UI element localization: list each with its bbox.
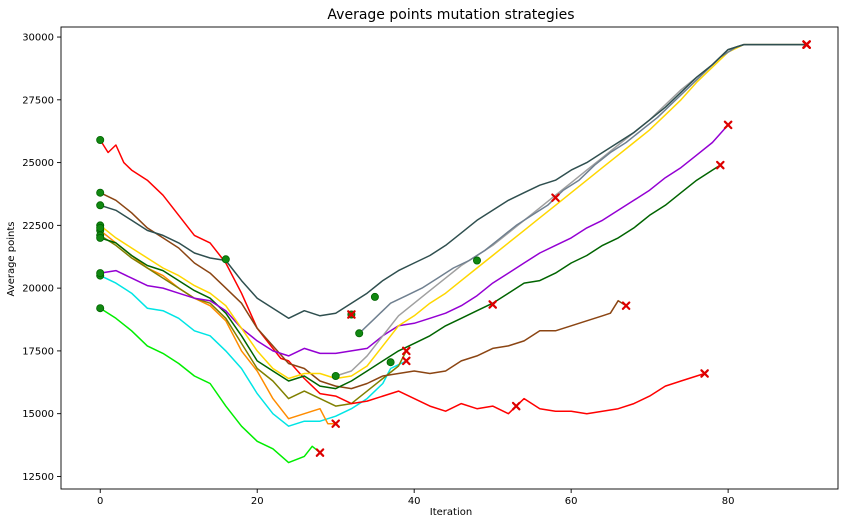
- y-axis-label: Average points: [6, 222, 17, 297]
- plot-background: [61, 27, 838, 489]
- end-marker-extra-0: [347, 310, 356, 319]
- series-line-10: [358, 43, 807, 334]
- end-marker-11: [802, 40, 811, 49]
- y-tick-label: 20000: [22, 284, 54, 295]
- end-marker-5: [621, 301, 631, 310]
- x-tick-label: 40: [408, 496, 421, 507]
- y-tick-label: 27500: [22, 95, 54, 106]
- start-marker-extra-1: [221, 255, 230, 264]
- start-marker-7: [96, 269, 105, 278]
- y-tick-label: 22500: [22, 221, 54, 232]
- end-marker-1: [402, 356, 411, 366]
- end-marker-6: [716, 160, 725, 170]
- series-line-4: [99, 139, 705, 415]
- end-marker-3: [402, 346, 411, 356]
- y-tick-label: 15000: [22, 409, 54, 420]
- axes-layer: 0 20 40 60 80 12500 15000 17500 20000 22500 25000 2…: [22, 26, 839, 507]
- end-marker-4: [700, 369, 709, 378]
- start-marker-6: [96, 233, 105, 242]
- series-line-7: [100, 124, 729, 357]
- series-line-5: [99, 192, 627, 390]
- x-tick-label: 60: [565, 496, 578, 507]
- series-line-0: [99, 307, 321, 464]
- start-marker-extra-4: [386, 358, 395, 367]
- series-line-6: [99, 164, 721, 390]
- start-marker-11: [96, 201, 105, 210]
- end-marker-0: [315, 448, 325, 457]
- start-marker-5: [96, 188, 105, 197]
- y-tick-label: 30000: [22, 33, 54, 44]
- series-layer: [99, 43, 807, 464]
- y-tick-label: 17500: [22, 346, 54, 357]
- plot-area: [61, 27, 838, 489]
- y-tick-label: 12500: [22, 472, 54, 483]
- x-tick-label: 20: [251, 496, 264, 507]
- x-axis-label: Iteration: [430, 507, 472, 518]
- x-tick-label: 80: [722, 496, 735, 507]
- chart-title: Average points mutation strategies: [327, 7, 574, 23]
- start-marker-extra-5: [472, 256, 481, 265]
- end-marker-extra-1: [488, 300, 497, 309]
- start-marker-9: [331, 371, 340, 380]
- y-tick-label: 25000: [22, 158, 54, 169]
- end-marker-extra-2: [511, 401, 521, 411]
- x-tick-label: 0: [97, 496, 103, 507]
- plot-frame: [60, 26, 839, 490]
- end-marker-extra-3: [551, 193, 560, 202]
- end-marker-2: [331, 419, 340, 428]
- start-marker-10: [355, 329, 364, 338]
- start-marker-0: [96, 304, 105, 313]
- end-marker-7: [723, 120, 733, 130]
- start-marker-extra-0: [96, 223, 105, 232]
- series-line-3: [99, 234, 407, 407]
- series-line-11: [99, 43, 807, 320]
- start-marker-4: [96, 135, 105, 144]
- start-marker-extra-3: [370, 292, 379, 301]
- marker-layer: [96, 40, 811, 457]
- series-line-9: [335, 43, 807, 377]
- series-line-8: [99, 43, 807, 380]
